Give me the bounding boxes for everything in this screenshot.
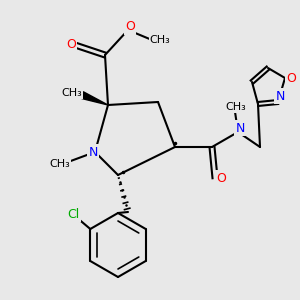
Text: N: N [235,122,245,134]
Text: CH₃: CH₃ [226,102,246,112]
Text: CH₃: CH₃ [150,35,170,45]
Text: O: O [286,71,296,85]
Text: O: O [216,172,226,184]
Polygon shape [81,92,108,105]
Text: O: O [66,38,76,52]
Text: Cl: Cl [67,208,80,220]
Text: N: N [88,146,98,158]
Text: CH₃: CH₃ [61,88,82,98]
Text: CH₃: CH₃ [50,159,70,169]
Text: O: O [125,20,135,34]
Text: N: N [275,89,285,103]
